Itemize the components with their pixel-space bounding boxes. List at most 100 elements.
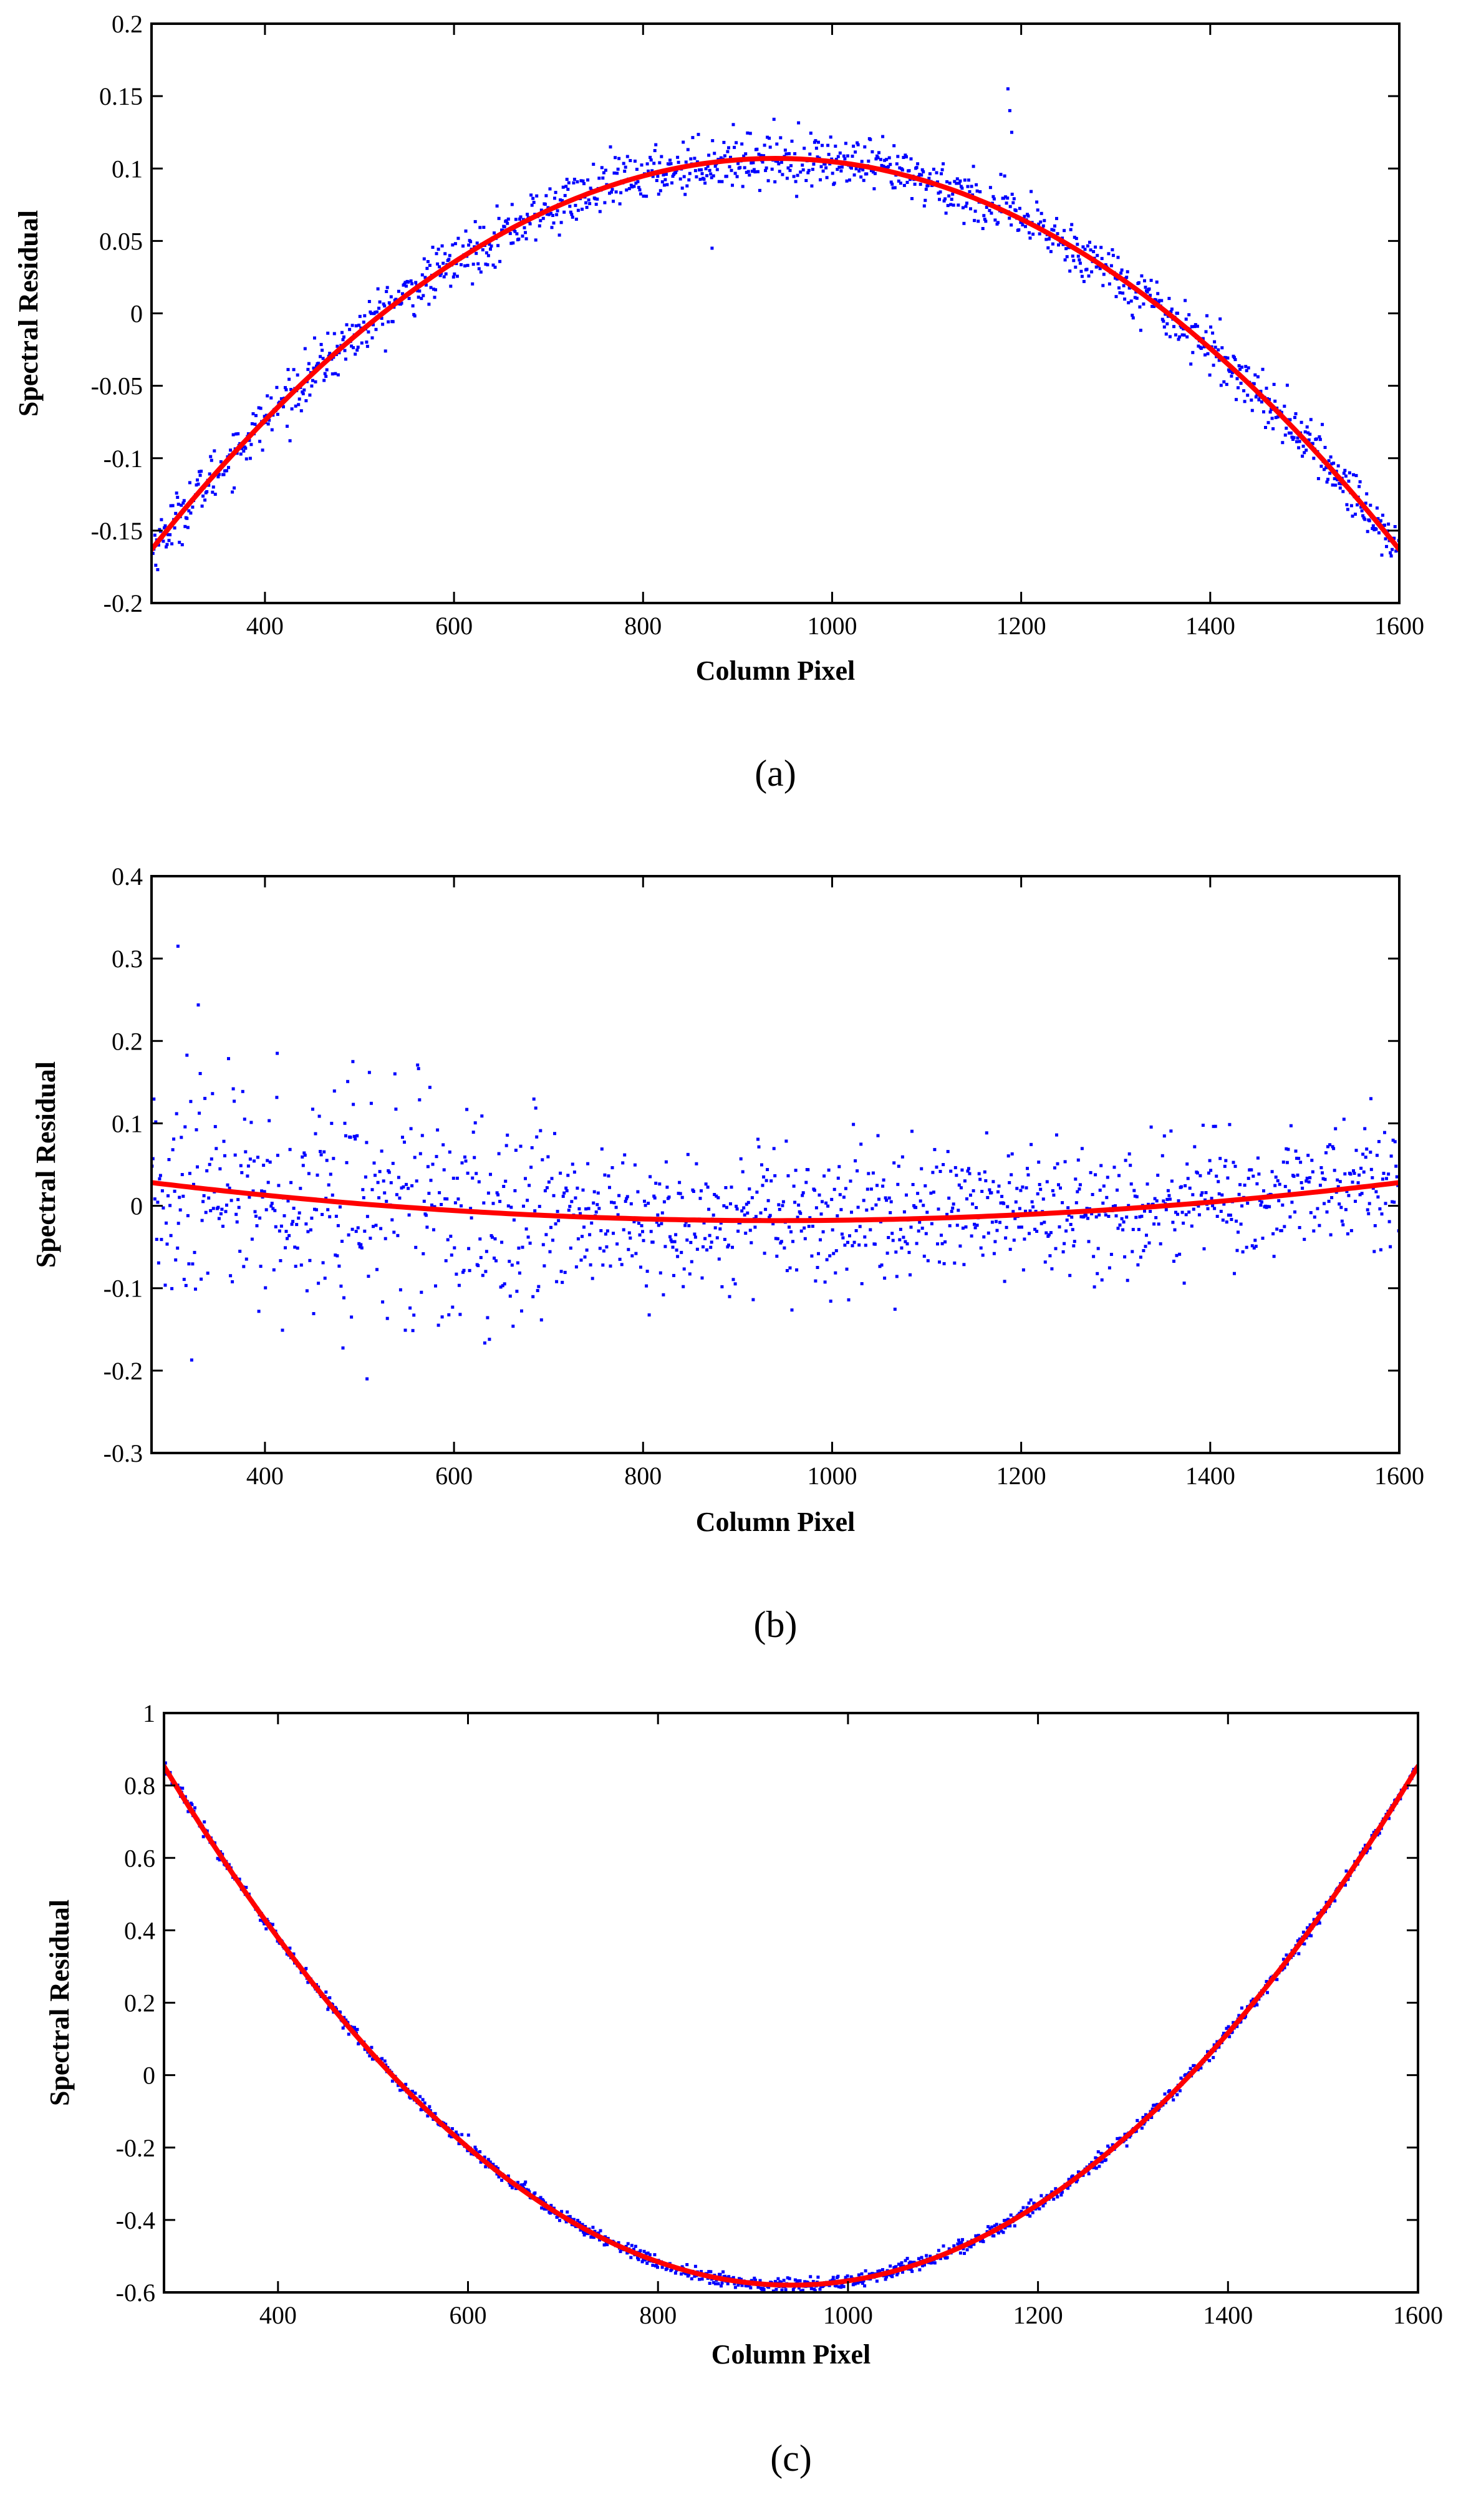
data-point [1129, 1182, 1133, 1186]
data-point [473, 1121, 477, 1125]
data-point [610, 190, 613, 194]
data-point [775, 142, 779, 146]
data-point [548, 1250, 552, 1253]
data-point [297, 403, 301, 407]
data-point [836, 1176, 840, 1180]
data-point [211, 490, 215, 494]
data-point [183, 524, 187, 528]
data-point [832, 181, 836, 185]
data-point [1172, 325, 1175, 329]
data-point [614, 190, 618, 194]
data-point [1082, 279, 1086, 283]
data-point [1006, 1205, 1010, 1209]
data-point [750, 161, 753, 165]
data-point [1359, 505, 1363, 509]
data-point [428, 264, 432, 267]
data-point [409, 1127, 413, 1131]
data-point [1392, 536, 1396, 540]
data-point [1021, 1268, 1025, 1272]
data-point [255, 1224, 259, 1228]
data-point [856, 2281, 860, 2285]
data-point [349, 1136, 352, 1139]
data-point [882, 165, 885, 168]
data-point [773, 1174, 777, 1177]
data-point [1324, 466, 1328, 470]
data-point [858, 167, 862, 170]
data-point [403, 1141, 406, 1144]
data-point [1106, 1176, 1109, 1179]
data-point [1237, 386, 1240, 390]
data-point [596, 1203, 599, 1207]
data-point [181, 1787, 185, 1790]
data-point [163, 1283, 167, 1287]
data-point [598, 2238, 601, 2242]
data-point [387, 1171, 391, 1174]
data-point [811, 1224, 814, 1228]
data-point [1365, 492, 1369, 496]
data-point [1199, 1194, 1203, 1197]
data-point [710, 176, 713, 180]
data-point [1382, 1172, 1386, 1175]
data-point [1056, 1162, 1059, 1166]
data-point [495, 204, 499, 208]
data-point [640, 163, 644, 167]
data-point [756, 170, 760, 173]
data-point [302, 1151, 306, 1155]
data-point [1344, 1869, 1348, 1873]
data-point [890, 2275, 894, 2279]
data-point [824, 166, 828, 170]
data-point [565, 1189, 569, 1192]
data-point [1111, 2143, 1114, 2146]
data-point [826, 143, 830, 147]
data-point [1140, 1214, 1144, 1218]
data-point [871, 1207, 874, 1210]
data-point [918, 1220, 922, 1224]
data-point [370, 336, 374, 340]
data-point [1202, 1247, 1206, 1251]
data-point [1078, 261, 1082, 265]
data-point [842, 1195, 846, 1199]
data-point [1098, 1189, 1102, 1192]
data-point [667, 1195, 671, 1199]
data-point [655, 179, 658, 182]
data-point [1339, 1205, 1343, 1209]
data-point [335, 344, 339, 348]
data-point [816, 1266, 819, 1269]
data-point [1259, 1204, 1263, 1207]
data-point [1052, 1193, 1056, 1197]
data-point [1301, 1186, 1305, 1190]
data-point [176, 944, 180, 948]
data-point [471, 282, 475, 286]
data-point [354, 352, 357, 356]
data-point [875, 1184, 879, 1187]
data-point [1171, 1220, 1175, 1224]
data-point [925, 2254, 928, 2257]
data-point [741, 1170, 745, 1174]
data-point [874, 157, 878, 161]
data-point [861, 2281, 864, 2285]
data-point [1351, 1180, 1354, 1184]
data-point [898, 166, 902, 170]
data-point [171, 504, 175, 508]
data-point [959, 1186, 963, 1190]
data-point [969, 1194, 972, 1197]
data-point [1114, 1204, 1117, 1208]
data-point [1273, 399, 1277, 403]
data-point [389, 295, 393, 299]
data-point [1067, 1214, 1071, 1217]
data-point [413, 314, 417, 318]
data-point [852, 1122, 856, 1126]
data-point [905, 1193, 908, 1197]
data-point [1191, 350, 1195, 354]
data-point [407, 280, 410, 284]
data-point [398, 1288, 402, 1291]
data-point [574, 1196, 577, 1200]
data-point [657, 192, 660, 196]
data-point [727, 1243, 730, 1247]
data-point [883, 1277, 887, 1280]
data-point [748, 1229, 752, 1232]
data-point [644, 2258, 647, 2262]
data-point [799, 170, 803, 174]
data-point [447, 258, 451, 261]
data-point [1354, 1149, 1358, 1152]
